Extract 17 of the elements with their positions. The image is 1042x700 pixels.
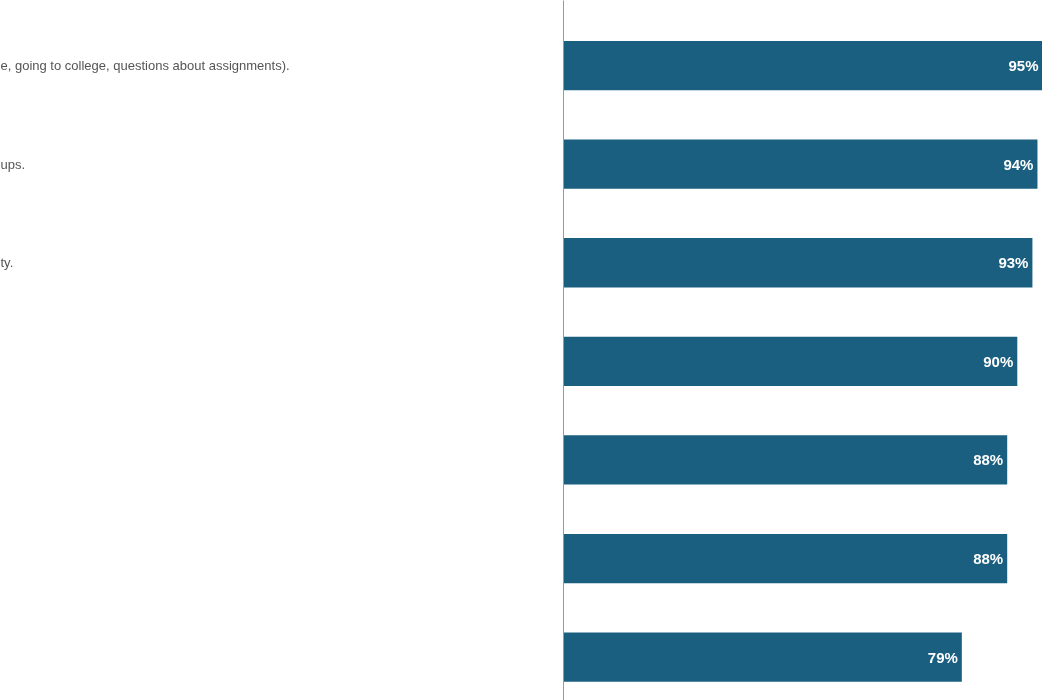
y-tick-label: ty.	[0, 255, 14, 271]
bar	[563, 632, 962, 682]
bar	[563, 238, 1033, 288]
data-label: 88%	[973, 550, 1004, 568]
data-label: 93%	[998, 254, 1029, 272]
data-label: 90%	[983, 352, 1014, 370]
data-label: 79%	[927, 648, 958, 666]
data-label: 88%	[973, 451, 1004, 469]
y-tick-label: e, going to college, questions about assignments).	[0, 58, 290, 74]
y-tick-label: ups.	[0, 156, 26, 172]
data-label: 95%	[1008, 57, 1039, 75]
bar	[563, 40, 1042, 91]
bar	[563, 435, 1008, 485]
bar	[563, 533, 1008, 584]
bar	[563, 336, 1018, 386]
bar	[563, 139, 1038, 189]
data-label: 94%	[1003, 155, 1034, 173]
